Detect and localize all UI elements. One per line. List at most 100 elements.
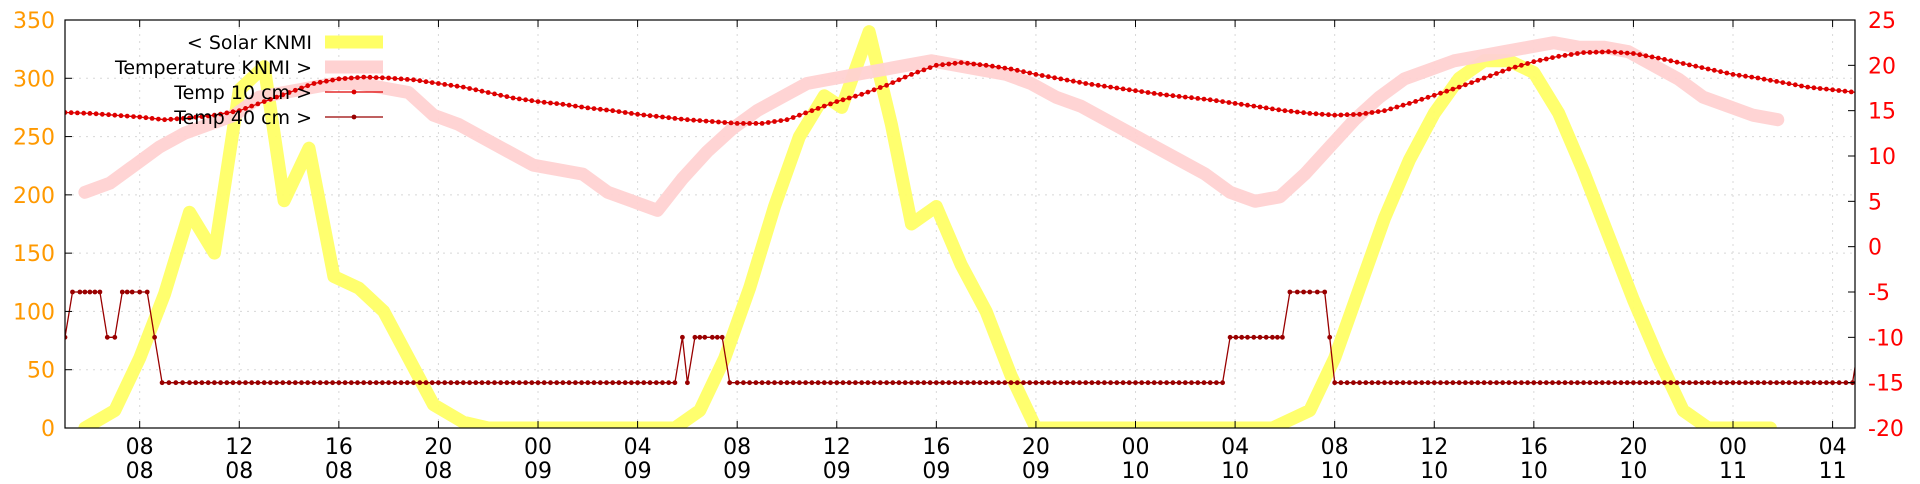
data-point (311, 81, 317, 86)
data-point (129, 289, 135, 295)
data-point (392, 76, 398, 81)
data-point (479, 380, 485, 386)
data-point (709, 119, 715, 124)
data-point (1537, 57, 1543, 63)
data-point (199, 380, 205, 386)
data-point (1711, 380, 1717, 386)
data-point (68, 110, 74, 116)
data-point (666, 380, 672, 386)
data-point (218, 380, 224, 386)
data-point (1332, 380, 1338, 386)
x-tick-label-day: 09 (723, 459, 751, 480)
data-point (467, 86, 472, 91)
data-point (865, 89, 871, 95)
data-point (685, 380, 690, 386)
data-point (1431, 92, 1437, 98)
data-point (1014, 380, 1020, 386)
data-point (162, 117, 168, 123)
data-point (1774, 380, 1779, 386)
data-point (417, 380, 423, 386)
data-point (1562, 53, 1568, 58)
data-point (1805, 380, 1811, 386)
data-point (230, 380, 236, 386)
legend-label: Temperature KNMI > (114, 57, 312, 79)
data-point (859, 91, 865, 97)
data-point (1077, 79, 1082, 85)
y-left-tick-label: 100 (13, 300, 55, 325)
data-point (1126, 87, 1132, 93)
data-point (1525, 380, 1530, 386)
y-right-tick-label: -20 (1868, 417, 1904, 442)
data-point (1593, 49, 1599, 55)
data-point (187, 115, 192, 121)
data-point (274, 94, 279, 100)
data-point (1624, 50, 1630, 56)
data-point (971, 61, 977, 67)
data-point (1388, 106, 1394, 112)
data-point (152, 334, 158, 340)
data-point (1182, 380, 1188, 386)
x-tick-label-day: 10 (1221, 459, 1249, 480)
data-point (305, 380, 311, 386)
data-point (1487, 73, 1493, 79)
data-point (1880, 94, 1885, 99)
data-point (566, 102, 572, 108)
data-point (535, 380, 541, 386)
data-point (411, 380, 416, 386)
data-point (249, 103, 255, 109)
data-point (286, 380, 292, 386)
data-point (1095, 82, 1101, 88)
data-point (1064, 380, 1070, 386)
data-point (1083, 81, 1089, 86)
data-point (1214, 98, 1219, 104)
data-point (1649, 380, 1655, 386)
data-point (460, 84, 466, 90)
data-point (485, 380, 491, 386)
data-point (616, 380, 622, 386)
data-point (1531, 59, 1537, 65)
data-point (1257, 334, 1263, 340)
data-point (977, 380, 983, 386)
data-point (1201, 380, 1207, 386)
data-point (784, 117, 790, 123)
data-point (330, 380, 335, 386)
data-point (1631, 51, 1636, 56)
data-point (1077, 380, 1082, 386)
data-point (1842, 88, 1848, 94)
data-point (1425, 380, 1431, 386)
data-point (224, 110, 230, 116)
data-point (1668, 380, 1674, 386)
data-point (1375, 380, 1381, 386)
data-point (1120, 380, 1126, 386)
data-point (1351, 380, 1356, 386)
data-point (1369, 110, 1375, 115)
data-point (1817, 380, 1823, 386)
x-tick-label-day: 10 (1321, 459, 1349, 480)
data-point (709, 334, 715, 340)
data-point (324, 380, 329, 386)
data-point (498, 380, 504, 386)
data-point (1338, 380, 1344, 386)
data-point (1836, 88, 1842, 93)
data-point (660, 114, 665, 120)
data-point (647, 380, 653, 386)
data-point (697, 334, 703, 340)
x-tick-label-hour: 20 (1022, 435, 1050, 460)
data-point (1761, 76, 1767, 82)
data-point (1126, 380, 1132, 386)
data-point (367, 74, 373, 80)
data-point (585, 105, 591, 111)
data-point (853, 93, 858, 99)
data-point (99, 111, 105, 117)
data-point (821, 103, 827, 109)
data-point (205, 113, 211, 119)
data-point (1481, 380, 1487, 386)
data-point (927, 380, 933, 386)
data-point (566, 380, 572, 386)
data-point (1618, 50, 1624, 55)
data-point (1170, 93, 1176, 99)
data-point (473, 380, 479, 386)
data-point (1394, 104, 1400, 110)
data-point (1699, 380, 1705, 386)
